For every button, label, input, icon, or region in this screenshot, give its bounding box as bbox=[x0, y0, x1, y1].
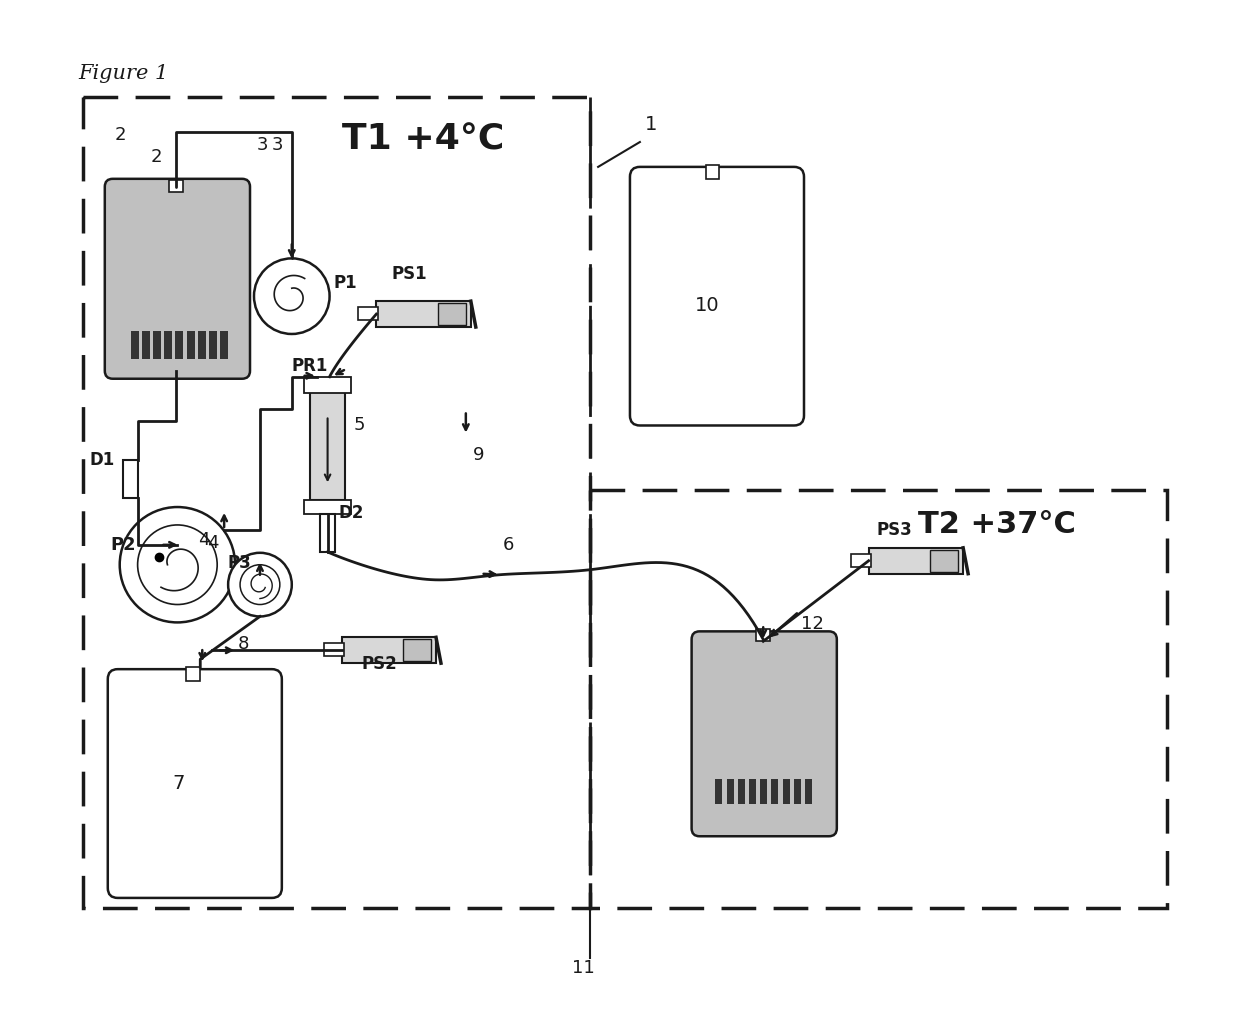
Bar bbox=[304, 377, 351, 393]
Bar bbox=[760, 779, 768, 805]
Bar bbox=[221, 331, 228, 359]
Text: 6: 6 bbox=[502, 536, 515, 554]
Text: 11: 11 bbox=[572, 959, 594, 977]
Bar bbox=[83, 98, 590, 908]
Bar bbox=[210, 331, 217, 359]
Bar bbox=[738, 779, 745, 805]
Bar bbox=[749, 779, 756, 805]
Bar bbox=[164, 331, 172, 359]
FancyBboxPatch shape bbox=[108, 669, 281, 898]
Bar bbox=[438, 304, 466, 325]
Bar bbox=[376, 301, 471, 327]
Bar bbox=[341, 637, 436, 664]
Text: P1: P1 bbox=[334, 274, 357, 292]
Text: 7: 7 bbox=[172, 774, 185, 792]
Bar bbox=[175, 331, 184, 359]
Text: PS2: PS2 bbox=[361, 655, 397, 673]
Bar bbox=[320, 514, 335, 552]
Bar bbox=[198, 331, 206, 359]
Text: T2 +37°C: T2 +37°C bbox=[919, 510, 1076, 539]
Circle shape bbox=[228, 553, 291, 616]
Bar bbox=[310, 391, 346, 500]
Text: 2: 2 bbox=[150, 148, 162, 166]
Text: 1: 1 bbox=[645, 115, 657, 134]
Bar bbox=[851, 554, 870, 567]
Text: PR1: PR1 bbox=[291, 357, 329, 375]
Bar bbox=[794, 779, 801, 805]
Text: 4: 4 bbox=[207, 534, 218, 552]
Text: 8: 8 bbox=[238, 635, 249, 653]
Bar bbox=[153, 331, 161, 359]
Bar bbox=[930, 549, 959, 572]
Circle shape bbox=[120, 507, 236, 623]
Bar bbox=[727, 779, 734, 805]
Circle shape bbox=[254, 258, 330, 334]
Text: 3: 3 bbox=[257, 136, 269, 154]
Bar bbox=[756, 630, 770, 641]
Text: 9: 9 bbox=[472, 447, 485, 464]
Bar bbox=[869, 547, 963, 574]
Bar bbox=[304, 500, 351, 514]
Bar bbox=[782, 779, 790, 805]
Text: PS1: PS1 bbox=[392, 265, 427, 283]
Bar bbox=[170, 180, 184, 191]
Bar bbox=[186, 667, 201, 681]
Bar bbox=[771, 779, 779, 805]
Text: 10: 10 bbox=[694, 296, 719, 315]
Text: 2: 2 bbox=[115, 126, 126, 144]
Bar bbox=[358, 307, 378, 320]
Text: D1: D1 bbox=[89, 452, 115, 469]
Bar bbox=[403, 639, 432, 662]
Text: T1 +4°C: T1 +4°C bbox=[341, 122, 503, 156]
Bar bbox=[141, 331, 150, 359]
Text: PS3: PS3 bbox=[877, 521, 913, 539]
Text: 12: 12 bbox=[801, 615, 823, 634]
FancyBboxPatch shape bbox=[630, 167, 804, 425]
Circle shape bbox=[138, 525, 217, 604]
Bar bbox=[715, 779, 723, 805]
Bar bbox=[706, 165, 719, 179]
Text: 3: 3 bbox=[272, 136, 284, 154]
Bar bbox=[324, 643, 343, 657]
Text: 5: 5 bbox=[353, 417, 365, 434]
Bar bbox=[590, 490, 1167, 908]
FancyBboxPatch shape bbox=[105, 179, 250, 379]
Text: P2: P2 bbox=[110, 536, 136, 554]
Bar bbox=[123, 460, 138, 498]
FancyBboxPatch shape bbox=[692, 632, 837, 837]
Bar bbox=[186, 331, 195, 359]
Text: 4: 4 bbox=[198, 531, 210, 548]
Bar bbox=[130, 331, 139, 359]
Text: D2: D2 bbox=[339, 504, 363, 522]
Circle shape bbox=[241, 565, 280, 604]
Bar bbox=[805, 779, 812, 805]
Text: Figure 1: Figure 1 bbox=[78, 65, 169, 83]
Text: P3: P3 bbox=[227, 554, 250, 572]
